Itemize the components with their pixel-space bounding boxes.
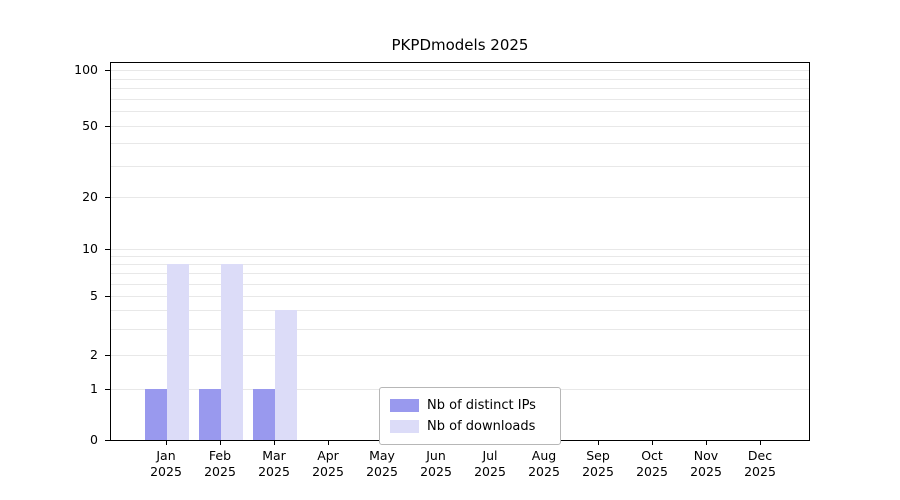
x-tick-label: Sep 2025 [582,448,614,479]
legend-swatch-distinct-ips [390,399,419,412]
gridline [111,296,809,297]
x-tick-label: Jun 2025 [420,448,452,479]
x-tick-label: Feb 2025 [204,448,236,479]
x-tick-label: Jan 2025 [150,448,182,479]
y-tick-mark [105,355,110,356]
y-tick-mark [105,197,110,198]
y-tick-label: 2 [90,347,98,362]
gridline [111,283,809,285]
plot-area: Nb of distinct IPs Nb of downloads [110,62,810,445]
bar-distinct-ips [253,389,275,440]
x-tick-label: Apr 2025 [312,448,344,479]
bar-downloads [221,264,243,440]
gridline [111,256,809,258]
gridline [111,197,809,198]
legend: Nb of distinct IPs Nb of downloads [379,387,561,445]
gridline [111,328,809,330]
bar-downloads [167,264,189,440]
x-tick-mark [598,441,599,445]
legend-label-distinct-ips: Nb of distinct IPs [427,398,536,413]
x-tick-label: Mar 2025 [258,448,290,479]
x-tick-label: Aug 2025 [528,448,560,479]
y-tick-label: 100 [74,62,98,77]
x-tick-label: May 2025 [366,448,398,479]
gridline [111,78,809,80]
x-tick-label: Oct 2025 [636,448,668,479]
gridline [111,88,809,90]
y-tick-label: 20 [82,189,98,204]
gridline [111,165,809,167]
gridline [111,249,809,250]
y-tick-label: 5 [90,288,98,303]
y-tick-label: 10 [82,241,98,256]
gridline [111,126,809,127]
legend-swatch-downloads [390,420,419,433]
chart-title: PKPDmodels 2025 [391,36,529,54]
bar-distinct-ips [145,389,167,440]
y-tick-mark [105,296,110,297]
gridline [111,143,809,145]
y-tick-label: 1 [90,381,98,396]
y-tick-mark [105,70,110,71]
y-tick-label: 50 [82,118,98,133]
gridline [111,98,809,100]
y-tick-mark [105,389,110,390]
gridline [111,273,809,275]
legend-item-downloads: Nb of downloads [390,416,550,437]
x-tick-label: Nov 2025 [690,448,722,479]
x-tick-mark [652,441,653,445]
bar-distinct-ips [199,389,221,440]
gridline [111,70,809,71]
gridline [111,355,809,356]
x-tick-label: Dec 2025 [744,448,776,479]
x-tick-mark [328,441,329,445]
legend-item-distinct-ips: Nb of distinct IPs [390,395,550,416]
x-tick-mark [274,441,275,445]
x-tick-label: Jul 2025 [474,448,506,479]
gridline [111,111,809,113]
y-tick-label: 0 [90,432,98,447]
x-tick-mark [166,441,167,445]
gridline [111,310,809,312]
gridline [111,264,809,266]
legend-label-downloads: Nb of downloads [427,419,536,434]
y-tick-mark [105,126,110,127]
y-tick-mark [105,249,110,250]
bar-downloads [275,310,297,440]
y-tick-mark [105,440,110,441]
x-tick-mark [220,441,221,445]
x-tick-mark [760,441,761,445]
x-tick-mark [706,441,707,445]
